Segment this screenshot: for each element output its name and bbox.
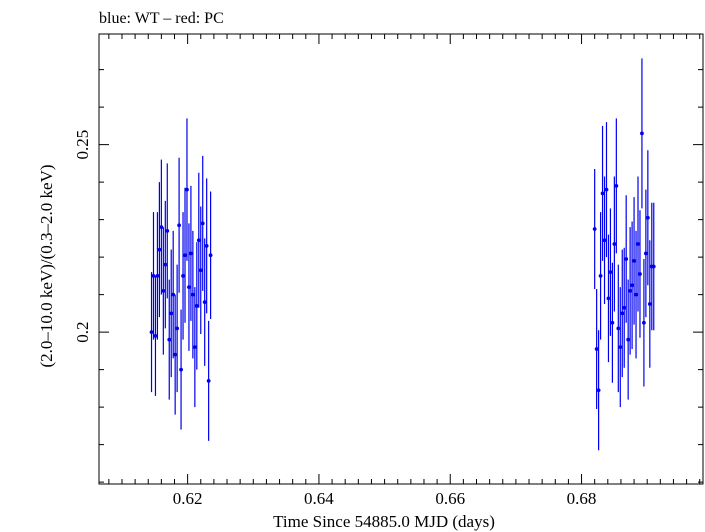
data-point bbox=[189, 251, 193, 256]
data-point bbox=[157, 247, 162, 252]
data-point bbox=[151, 273, 156, 278]
data-point bbox=[598, 273, 603, 278]
data-point bbox=[149, 330, 154, 335]
data-marks bbox=[149, 58, 656, 451]
axis-tick-labels: 0.62 0.64 0.66 0.68 0.2 0.25 bbox=[73, 130, 596, 508]
data-point bbox=[198, 268, 203, 273]
data-point bbox=[153, 333, 158, 338]
data-point bbox=[604, 187, 609, 192]
data-point bbox=[161, 288, 166, 293]
data-point bbox=[630, 283, 634, 288]
data-point bbox=[647, 302, 652, 306]
data-point bbox=[155, 273, 160, 278]
data-point bbox=[185, 187, 189, 192]
data-point bbox=[645, 215, 650, 220]
data-point bbox=[602, 238, 607, 243]
data-point bbox=[165, 228, 170, 233]
data-point bbox=[181, 273, 185, 278]
plot-frame bbox=[98, 33, 704, 485]
data-point bbox=[196, 238, 201, 243]
data-point bbox=[643, 251, 648, 256]
data-point bbox=[204, 243, 209, 248]
x-tick-label: 0.64 bbox=[304, 489, 334, 508]
data-point bbox=[638, 272, 642, 276]
data-point bbox=[200, 221, 205, 226]
data-point bbox=[618, 345, 623, 350]
data-point bbox=[169, 311, 174, 316]
x-tick-label: 0.68 bbox=[567, 489, 597, 508]
data-point bbox=[628, 288, 633, 293]
data-point bbox=[626, 337, 631, 342]
data-point bbox=[594, 347, 599, 351]
data-point bbox=[206, 378, 211, 383]
data-point bbox=[651, 264, 656, 269]
data-point bbox=[642, 320, 646, 325]
data-point bbox=[167, 337, 172, 342]
y-tick-label: 0.2 bbox=[73, 322, 92, 343]
data-point bbox=[608, 270, 613, 275]
data-point bbox=[183, 253, 187, 258]
x-axis-label: Time Since 54885.0 MJD (days) bbox=[273, 512, 495, 531]
data-point bbox=[592, 227, 597, 231]
data-point bbox=[612, 242, 617, 246]
data-point bbox=[596, 388, 601, 393]
data-point bbox=[159, 225, 164, 230]
data-point bbox=[179, 367, 183, 372]
data-point bbox=[616, 326, 621, 331]
data-point bbox=[632, 258, 636, 263]
data-point bbox=[163, 262, 168, 267]
x-tick-label: 0.62 bbox=[173, 489, 203, 508]
data-point bbox=[173, 352, 178, 357]
data-point bbox=[620, 311, 625, 316]
data-point bbox=[175, 326, 180, 331]
data-point bbox=[624, 257, 629, 261]
data-point bbox=[622, 305, 627, 310]
data-point bbox=[202, 300, 207, 305]
data-point bbox=[187, 285, 191, 290]
data-point bbox=[177, 223, 181, 228]
data-point bbox=[190, 292, 195, 297]
data-point bbox=[610, 320, 615, 325]
chart-title: blue: WT – red: PC bbox=[99, 10, 224, 27]
data-point bbox=[606, 296, 611, 301]
axis-ticks bbox=[99, 34, 703, 484]
y-axis-label: (2.0–10.0 keV)/(0.3–2.0 keV) bbox=[37, 164, 56, 367]
x-tick-label: 0.66 bbox=[435, 489, 465, 508]
data-point bbox=[640, 131, 644, 136]
data-point bbox=[194, 303, 199, 308]
data-point bbox=[192, 345, 197, 350]
data-point bbox=[600, 191, 605, 196]
data-point bbox=[634, 292, 638, 297]
data-point bbox=[636, 242, 640, 246]
data-point bbox=[614, 183, 619, 188]
data-point bbox=[208, 253, 213, 258]
y-tick-label: 0.25 bbox=[73, 130, 92, 160]
data-point bbox=[171, 292, 176, 297]
